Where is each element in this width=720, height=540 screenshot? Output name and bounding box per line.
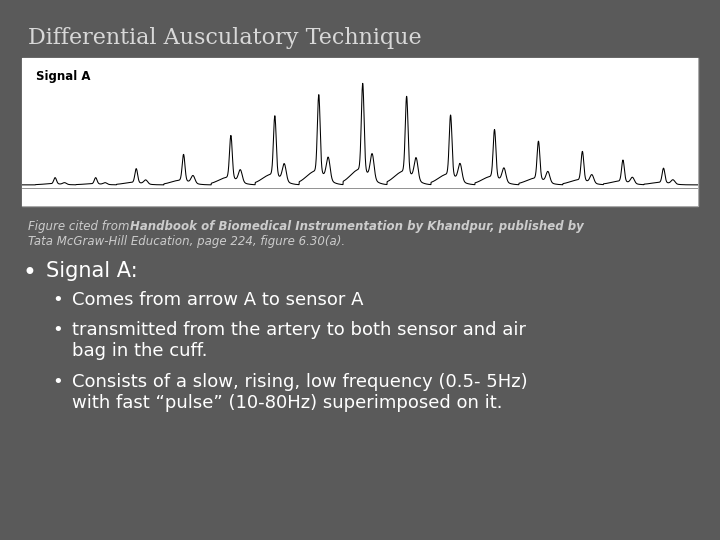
Text: •: • [22, 261, 36, 285]
Text: •: • [52, 291, 63, 309]
Text: transmitted from the artery to both sensor and air
bag in the cuff.: transmitted from the artery to both sens… [72, 321, 526, 360]
Text: Consists of a slow, rising, low frequency (0.5- 5Hz)
with fast “pulse” (10-80Hz): Consists of a slow, rising, low frequenc… [72, 373, 528, 412]
Bar [22, 58, 698, 206]
Text: •: • [52, 321, 63, 339]
Text: Differential Ausculatory Technique: Differential Ausculatory Technique [28, 27, 422, 49]
Text: Comes from arrow A to sensor A: Comes from arrow A to sensor A [72, 291, 364, 309]
Text: Signal A:: Signal A: [46, 261, 138, 281]
Text: Figure cited from: Figure cited from [28, 220, 133, 233]
Text: Handbook of Biomedical Instrumentation by Khandpur, published by: Handbook of Biomedical Instrumentation b… [130, 220, 584, 233]
Text: Tata McGraw-Hill Education, page 224, figure 6.30(a).: Tata McGraw-Hill Education, page 224, fi… [28, 235, 345, 248]
Text: Signal A: Signal A [35, 70, 90, 83]
Text: •: • [52, 373, 63, 391]
